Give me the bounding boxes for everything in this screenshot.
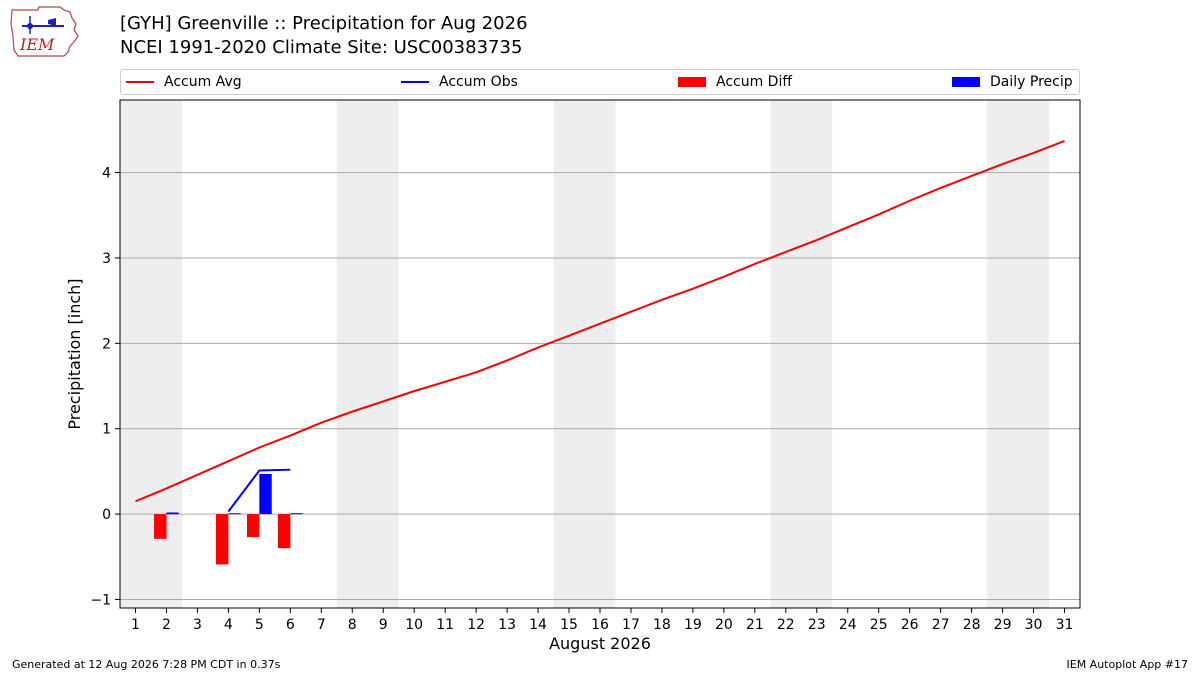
x-tick-label: 23 — [808, 617, 826, 633]
x-tick-label: 9 — [379, 617, 388, 633]
x-tick-label: 3 — [193, 617, 202, 633]
y-tick-label: −1 — [90, 592, 111, 608]
legend-item-daily-precip: Daily Precip — [952, 70, 1073, 94]
accum-diff-bar — [277, 514, 291, 549]
y-tick-label: 2 — [102, 336, 111, 352]
accum-diff-bar — [246, 514, 260, 538]
y-tick-label: 4 — [102, 166, 111, 182]
chart-title: [GYH] Greenville :: Precipitation for Au… — [120, 13, 528, 34]
x-axis-label: August 2026 — [549, 634, 651, 653]
x-tick-label: 26 — [901, 617, 919, 633]
legend-label-accum-diff: Accum Diff — [716, 74, 793, 90]
generated-timestamp: Generated at 12 Aug 2026 7:28 PM CDT in … — [12, 658, 281, 671]
weekend-shade — [336, 100, 399, 608]
legend-swatch-accum-diff — [678, 77, 706, 87]
legend-label-accum-obs: Accum Obs — [439, 74, 518, 90]
weekend-shade — [770, 100, 833, 608]
x-tick-label: 11 — [436, 617, 454, 633]
x-tick-label: 28 — [963, 617, 981, 633]
x-tick-label: 10 — [405, 617, 423, 633]
app-label: IEM Autoplot App #17 — [1066, 658, 1189, 671]
y-tick-label: 3 — [102, 251, 111, 267]
legend-swatch-daily-precip — [952, 77, 980, 87]
x-tick-label: 29 — [994, 617, 1012, 633]
legend-swatch-accum-avg — [126, 81, 154, 83]
x-tick-label: 8 — [348, 617, 357, 633]
x-tick-label: 1 — [131, 617, 140, 633]
daily-precip-bar — [290, 513, 303, 515]
y-axis-label: Precipitation [inch] — [65, 278, 84, 429]
x-tick-label: 18 — [653, 617, 671, 633]
weekend-shade — [120, 100, 182, 608]
x-tick-label: 12 — [467, 617, 485, 633]
legend: Accum Avg Accum Obs Accum Diff Daily Pre… — [120, 69, 1080, 95]
chart-subtitle: NCEI 1991-2020 Climate Site: USC00383735 — [120, 37, 523, 58]
x-tick-label: 31 — [1056, 617, 1074, 633]
daily-precip-bar — [228, 513, 241, 515]
weekend-shade — [553, 100, 616, 608]
x-tick-label: 22 — [777, 617, 795, 633]
legend-item-accum-diff: Accum Diff — [678, 70, 792, 94]
x-tick-label: 13 — [498, 617, 516, 633]
iem-logo: IEM — [10, 6, 79, 57]
x-tick-label: 5 — [255, 617, 264, 633]
x-tick-label: 2 — [162, 617, 171, 633]
x-tick-label: 4 — [224, 617, 233, 633]
weekend-shade — [987, 100, 1050, 608]
accum-avg-line — [135, 140, 1065, 503]
legend-label-daily-precip: Daily Precip — [990, 74, 1073, 90]
legend-item-accum-obs: Accum Obs — [401, 70, 518, 94]
x-tick-label: 15 — [560, 617, 578, 633]
x-tick-label: 19 — [684, 617, 702, 633]
x-tick-label: 20 — [715, 617, 733, 633]
x-tick-label: 17 — [622, 617, 640, 633]
logo-text: IEM — [19, 35, 55, 54]
legend-item-accum-avg: Accum Avg — [126, 70, 242, 94]
x-tick-label: 7 — [317, 617, 326, 633]
y-tick-label: 1 — [102, 422, 111, 438]
x-tick-label: 24 — [839, 617, 857, 633]
x-tick-label: 27 — [932, 617, 950, 633]
x-tick-label: 6 — [286, 617, 295, 633]
x-tick-label: 30 — [1025, 617, 1043, 633]
accum-diff-bar — [154, 514, 167, 539]
legend-label-accum-avg: Accum Avg — [164, 74, 242, 90]
y-tick-label: 0 — [102, 507, 111, 523]
x-tick-label: 25 — [870, 617, 888, 633]
x-tick-label: 21 — [746, 617, 764, 633]
legend-swatch-accum-obs — [401, 81, 429, 83]
daily-precip-bar — [259, 473, 272, 515]
accum-diff-bar — [216, 514, 229, 565]
accum-obs-line — [227, 468, 291, 513]
x-tick-label: 14 — [529, 617, 547, 633]
x-tick-label: 16 — [591, 617, 609, 633]
